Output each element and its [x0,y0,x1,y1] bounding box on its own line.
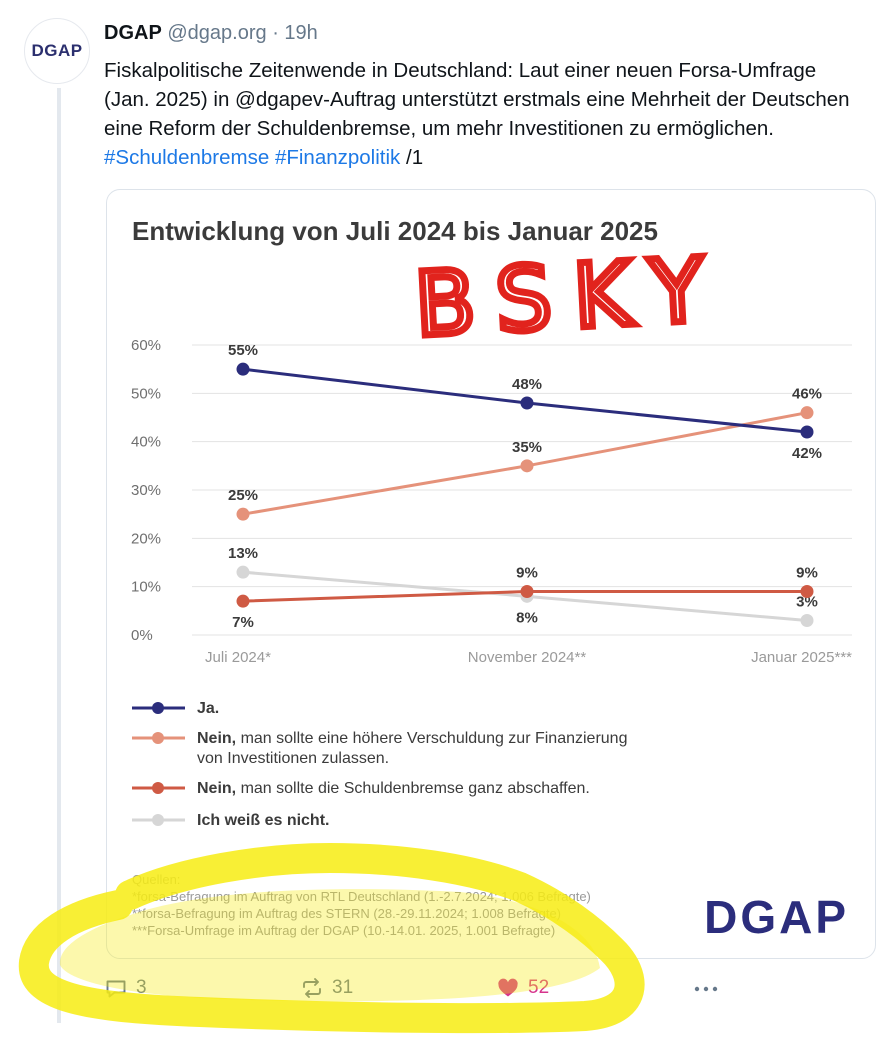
y-tick-label: 50% [131,385,161,402]
line-chart: Entwicklung von Juli 2024 bis Januar 202… [131,216,852,943]
data-point [236,362,250,376]
x-tick-label: Juli 2024* [205,649,271,666]
post-time[interactable]: 19h [284,22,318,44]
author-handle[interactable]: @dgap.org [167,22,267,44]
legend-label-rest: man sollte eine höhere Verschuldung zur … [236,730,627,747]
data-label: 9% [796,565,818,582]
y-tick-label: 40% [131,434,161,451]
source-line: ***Forsa-Umfrage im Auftrag der DGAP (10… [132,923,555,938]
embedded-image-card[interactable]: Entwicklung von Juli 2024 bis Januar 202… [106,189,876,959]
data-point [800,406,814,420]
like-count: 52 [528,977,550,998]
post-body: Fiskalpolitische Zeitenwende in Deutschl… [104,59,850,140]
reply-button[interactable]: 3 [104,976,147,1000]
data-label: 25% [228,487,258,504]
y-tick-label: 60% [131,337,161,354]
data-label: 13% [228,545,258,562]
reply-count: 3 [136,977,147,998]
data-point [520,396,534,410]
source-line: **forsa-Befragung im Auftrag des STERN (… [132,906,561,921]
data-point [800,425,814,439]
data-point [520,459,534,473]
legend-label-bold: Ja. [197,700,219,717]
data-point [236,507,250,521]
post-text: Fiskalpolitische Zeitenwende in Deutschl… [104,56,864,172]
thread-index: /1 [406,146,424,169]
hashtag-schuldenbremse[interactable]: #Schuldenbremse [104,146,270,169]
legend-label: Nein, man sollte die Schuldenbremse ganz… [197,780,590,797]
y-tick-label: 10% [131,579,161,596]
more-icon [694,986,718,992]
legend-label: Ich weiß es nicht. [197,812,329,829]
data-label: 35% [512,439,542,456]
legend-label-bold: Nein, [197,730,236,747]
legend-marker [152,702,164,714]
data-point [236,565,250,579]
data-point [800,614,814,627]
legend-marker [152,732,164,744]
y-tick-label: 20% [131,530,161,547]
avatar[interactable]: DGAP [24,18,90,84]
author-name[interactable]: DGAP [104,22,162,44]
y-tick-label: 0% [131,627,153,644]
repost-button[interactable]: 31 [300,976,353,1000]
legend-marker [152,814,164,826]
data-label: 9% [516,565,538,582]
data-point [520,585,534,598]
legend-label-bold: Nein, [197,780,236,797]
sources-title: Quellen: [132,872,180,887]
repost-icon [303,978,321,998]
legend-label-rest: man sollte die Schuldenbremse ganz absch… [236,780,590,797]
data-label: 42% [792,445,822,462]
data-label: 55% [228,342,258,359]
repost-count: 31 [332,977,354,998]
like-button[interactable]: 52 [496,976,549,1000]
data-label: 46% [792,386,822,403]
action-bar: 3 31 52 [104,976,864,1006]
chart-title: Entwicklung von Juli 2024 bis Januar 202… [132,216,658,246]
legend-label: Ja. [197,700,219,717]
data-point [800,585,814,598]
dgap-logo: DGAP [704,891,849,943]
more-button[interactable] [692,976,720,1000]
x-tick-label: Januar 2025*** [751,649,852,666]
source-line: *forsa-Befragung im Auftrag von RTL Deut… [132,889,591,904]
reply-icon [106,980,126,998]
x-tick-label: November 2024** [468,649,587,666]
legend-marker [152,782,164,794]
legend-label: Nein, man sollte eine höhere Verschuldun… [197,730,627,747]
data-label: 7% [232,614,254,631]
data-label: 48% [512,376,542,393]
data-label: 3% [796,594,818,611]
separator-dot: · [272,22,279,44]
y-tick-label: 30% [131,482,161,499]
data-label: 8% [516,609,538,626]
heart-icon [498,978,518,997]
bsky-scribble-text: BSKY [412,237,728,356]
data-point [236,594,250,608]
post-header: DGAP @dgap.org · 19h [104,22,318,45]
legend-label-line2: von Investitionen zulassen. [197,750,389,767]
thread-line [57,88,61,1023]
hashtag-finanzpolitik[interactable]: #Finanzpolitik [274,146,401,169]
avatar-text: DGAP [31,41,83,60]
legend-label-bold: Ich weiß es nicht. [197,812,329,829]
